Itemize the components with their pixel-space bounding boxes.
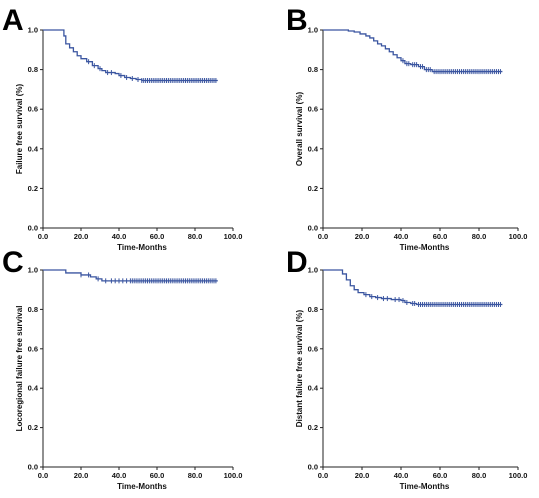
x-tick-label: 60.0 — [150, 232, 165, 241]
x-tick-label: 40.0 — [112, 232, 127, 241]
survival-curve — [43, 269, 218, 282]
x-tick-label: 20.0 — [355, 232, 370, 241]
y-tick-label: 0.4 — [28, 144, 39, 153]
x-tick-label: 80.0 — [188, 232, 203, 241]
panel-d: D 0.0 20.0 40.0 60.0 80.0 100.0 0.0 0.2 0.4 0.6 0.8… — [286, 246, 527, 491]
y-tick-label: 0.6 — [28, 105, 38, 114]
panel-letter: D — [286, 246, 308, 279]
y-tick-label: 0.2 — [28, 184, 38, 193]
y-tick-label: 0.2 — [308, 423, 318, 432]
panel-letter: C — [2, 246, 24, 279]
x-axis-title: Time-Months — [117, 243, 167, 252]
x-tick-label: 40.0 — [112, 471, 127, 480]
y-tick-label: 0.6 — [308, 344, 318, 353]
x-tick-label: 40.0 — [394, 471, 409, 480]
y-tick-label: 0.2 — [28, 423, 38, 432]
panel-a: A 0.0 20.0 40.0 60.0 80.0 100.0 0.0 0.2 0.4 0.6 0.8… — [2, 4, 242, 252]
y-tick-label: 1.0 — [28, 266, 38, 275]
y-tick-label: 0.4 — [28, 384, 39, 393]
survival-curve — [323, 269, 503, 306]
y-tick-label: 0.8 — [308, 65, 318, 74]
x-tick-label: 20.0 — [355, 471, 370, 480]
x-tick-label: 80.0 — [472, 232, 487, 241]
y-axis-title: Failure free survival (%) — [15, 84, 24, 175]
x-axis-title: Time-Months — [400, 243, 450, 252]
y-tick-label: 0.4 — [308, 384, 319, 393]
y-axis-title: Distant failure free survival (%) — [295, 309, 304, 427]
survival-curve — [43, 29, 218, 82]
y-tick-label: 0.8 — [308, 305, 318, 314]
panel-letter: B — [286, 4, 308, 37]
y-tick-label: 0.2 — [308, 184, 318, 193]
y-tick-label: 0.0 — [28, 463, 38, 472]
x-tick-label: 40.0 — [394, 232, 409, 241]
x-tick-label: 20.0 — [74, 232, 89, 241]
y-axis-title: Overall survival (%) — [295, 92, 304, 167]
panel-c: C 0.0 20.0 40.0 60.0 80.0 100.0 0.0 0.2 0.4 0.6 0.8… — [2, 246, 242, 491]
y-tick-label: 0.8 — [28, 305, 38, 314]
y-tick-label: 1.0 — [308, 266, 318, 275]
x-axis-title: Time-Months — [400, 482, 450, 491]
x-tick-label: 100.0 — [509, 232, 528, 241]
y-tick-label: 0.6 — [28, 344, 38, 353]
x-tick-label: 100.0 — [224, 232, 243, 241]
x-tick-label: 0.0 — [318, 232, 328, 241]
x-tick-label: 0.0 — [38, 232, 48, 241]
panel-b: B 0.0 20.0 40.0 60.0 80.0 100.0 0.0 0.2 0.4 0.6 0.8… — [286, 4, 527, 252]
y-tick-label: 0.0 — [308, 463, 318, 472]
x-tick-label: 80.0 — [472, 471, 487, 480]
y-tick-label: 1.0 — [28, 26, 38, 35]
y-tick-label: 0.0 — [28, 224, 38, 233]
y-tick-label: 0.6 — [308, 105, 318, 114]
y-axis-title: Locoregional failure free survival — [15, 306, 24, 432]
y-tick-label: 0.0 — [308, 224, 318, 233]
x-tick-label: 60.0 — [433, 232, 448, 241]
x-tick-label: 60.0 — [433, 471, 448, 480]
x-tick-label: 20.0 — [74, 471, 89, 480]
y-tick-label: 0.4 — [308, 144, 319, 153]
survival-curve — [323, 29, 503, 73]
y-tick-label: 0.8 — [28, 65, 38, 74]
x-tick-label: 100.0 — [224, 471, 243, 480]
x-axis-title: Time-Months — [117, 482, 167, 491]
panel-letter: A — [2, 4, 24, 37]
x-tick-label: 80.0 — [188, 471, 203, 480]
x-tick-label: 100.0 — [509, 471, 528, 480]
x-tick-label: 60.0 — [150, 471, 165, 480]
y-tick-label: 1.0 — [308, 26, 318, 35]
x-tick-label: 0.0 — [38, 471, 48, 480]
x-tick-label: 0.0 — [318, 471, 328, 480]
